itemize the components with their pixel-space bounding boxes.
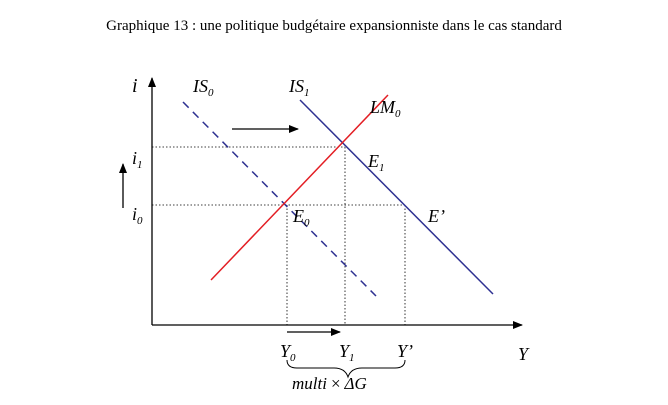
is0-curve [182,101,377,297]
i1-label: i1 [132,148,143,171]
x-axis-label: Y [518,344,530,364]
is1-label: IS1 [288,76,310,99]
e0-label: E0 [292,206,310,229]
multiplier-brace [286,359,406,379]
lm0-label: LM0 [369,97,401,120]
chart-title: Graphique 13 : une politique budgétaire … [106,18,562,34]
is1-curve [299,99,494,295]
multiplier-label: multi × ΔG [292,374,367,393]
yprime-label: Y’ [397,341,413,361]
e1-label: E1 [367,151,385,174]
eprime-label: E’ [427,206,445,226]
is0-label: IS0 [192,76,214,99]
i0-label: i0 [132,204,143,227]
y0-label: Y0 [280,341,296,364]
y-axis-label: i [132,75,138,97]
lm0-curve [210,94,389,281]
y1-label: Y1 [339,341,355,364]
